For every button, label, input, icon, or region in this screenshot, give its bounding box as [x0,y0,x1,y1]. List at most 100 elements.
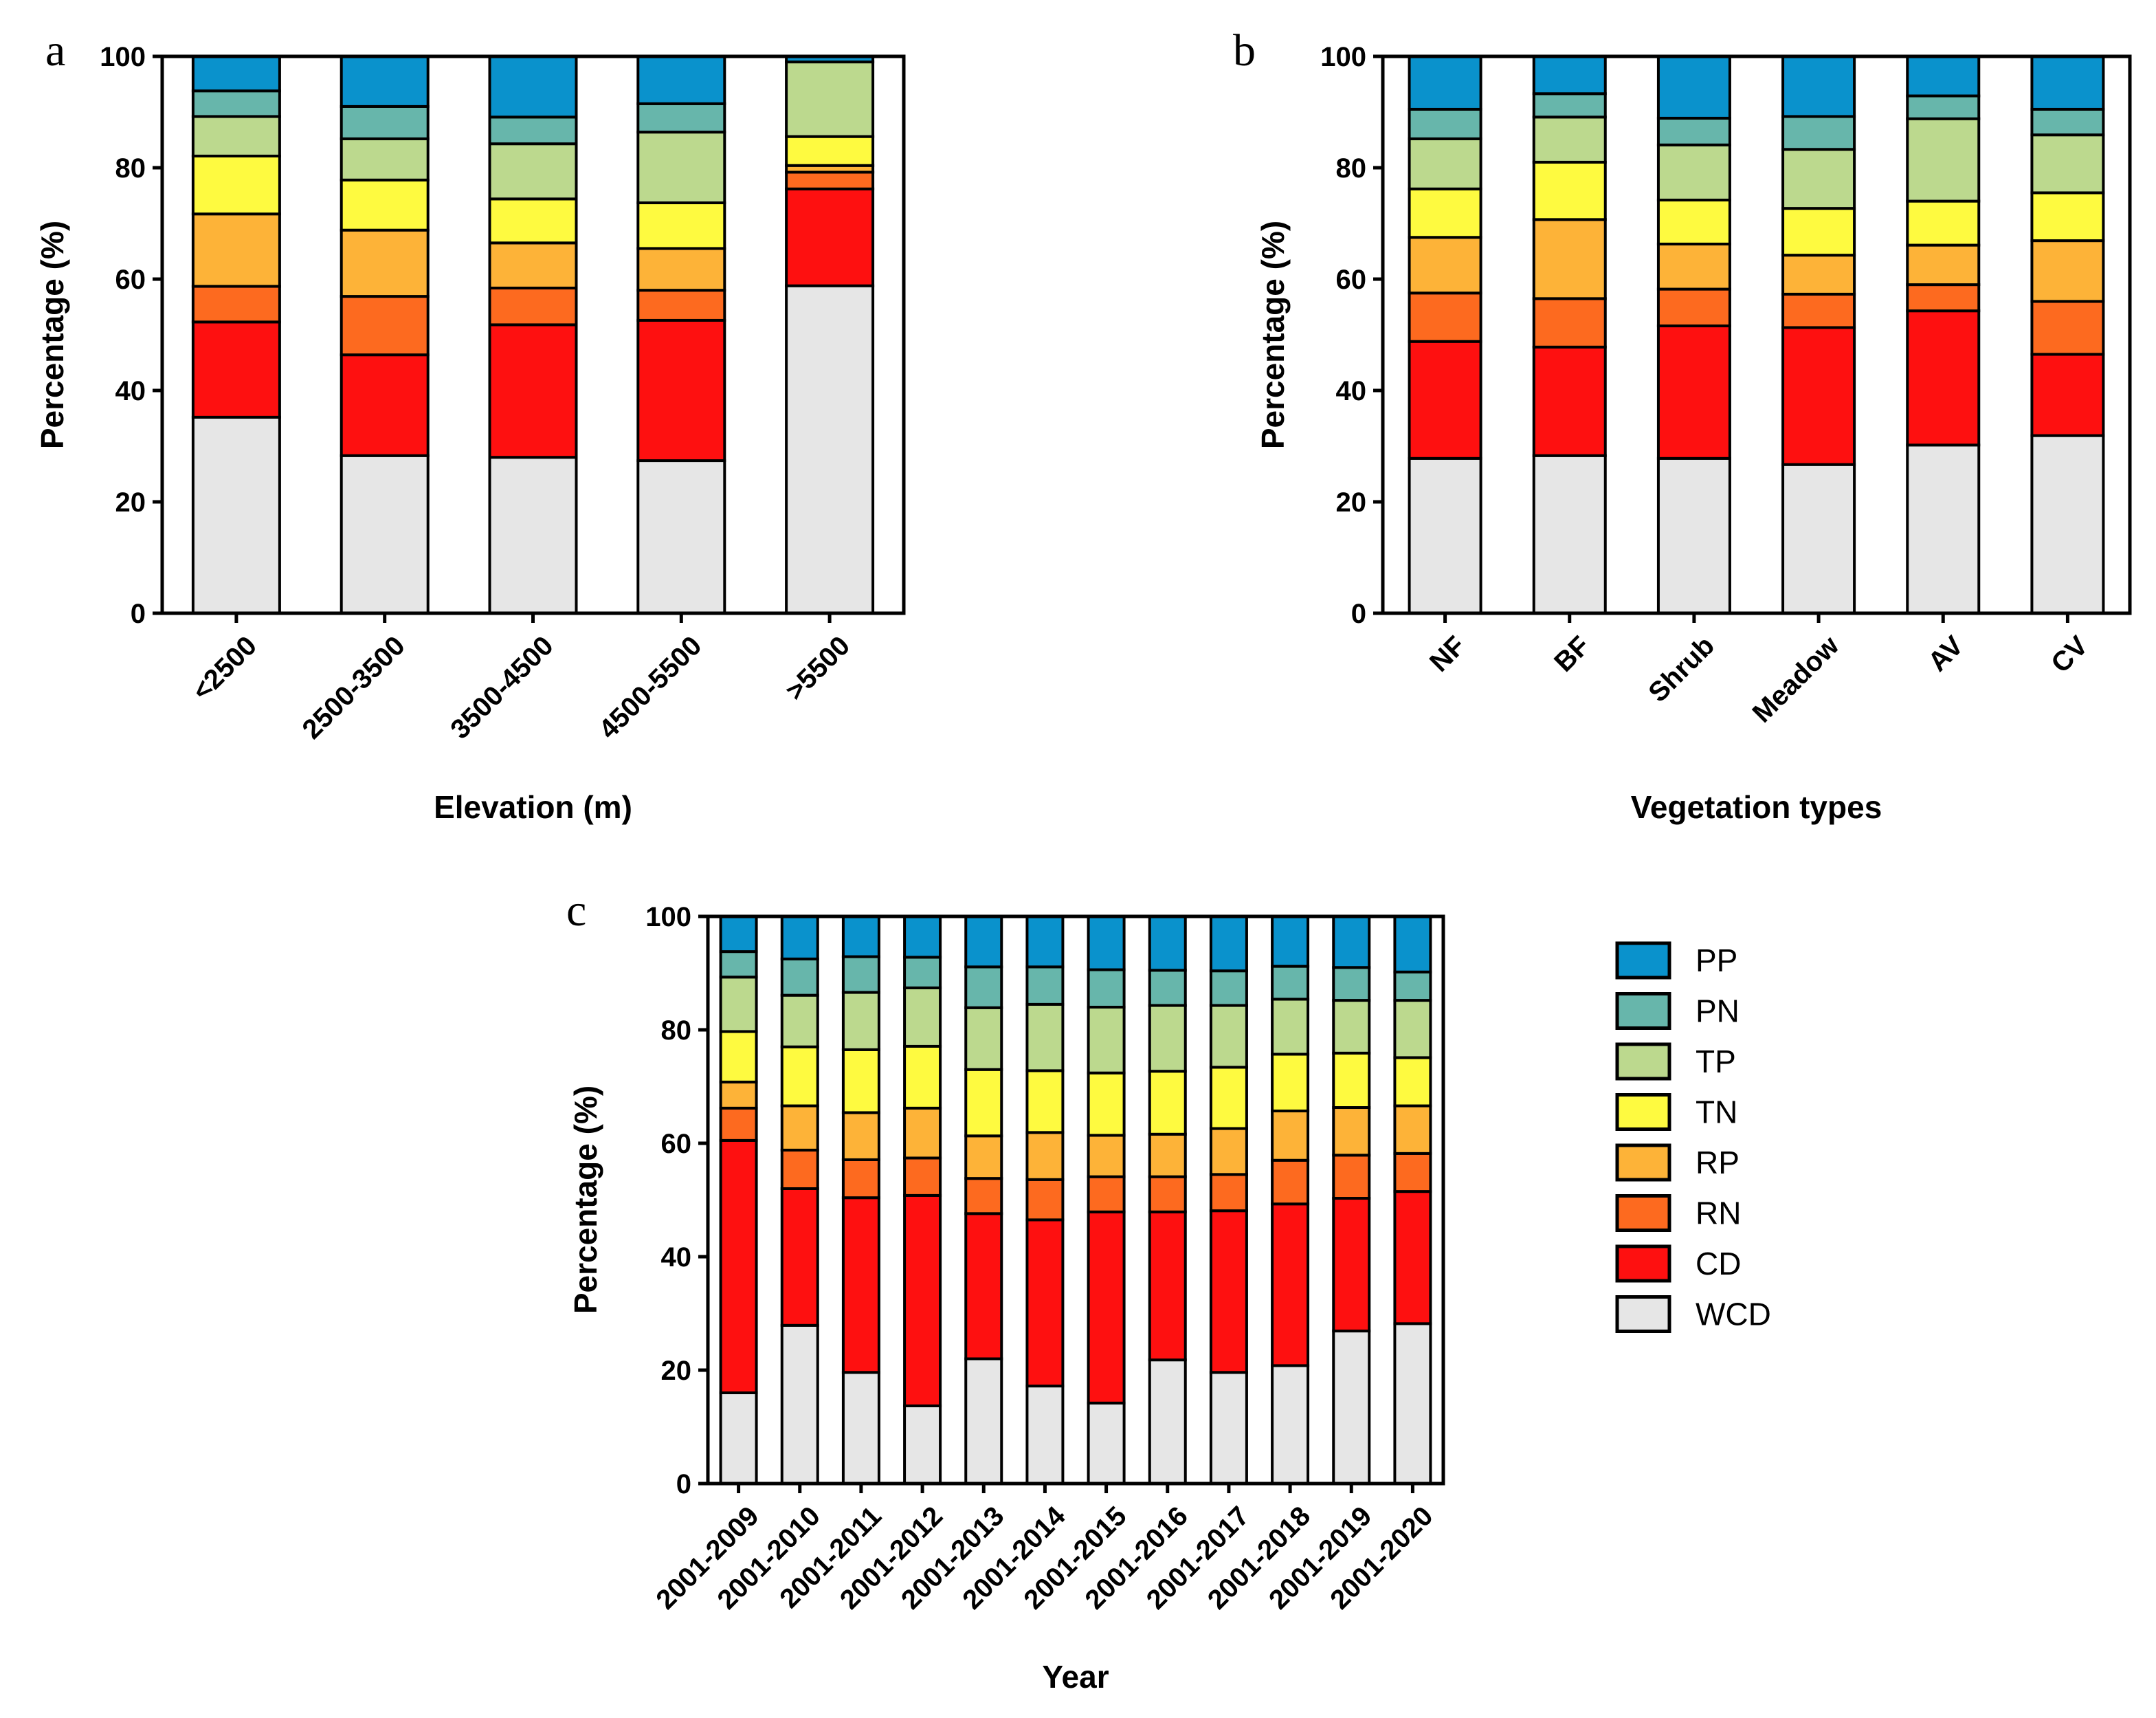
y-tick-label-b: 60 [1336,265,1367,295]
bar-c-2001-2012-cd [903,1193,942,1407]
bar-c-2001-2016-tp [1148,1004,1187,1073]
legend-label-rp: RP [1696,1145,1740,1180]
bar-a-2500-tp [191,115,281,157]
bar-c-2001-2011-tp [841,991,880,1051]
bar-c-2001-2016-rp [1148,1132,1187,1178]
bar-a-5500-tn [785,135,875,167]
bar-b-av-pp [1906,55,1981,98]
panel-a-letter: a [45,25,65,76]
bar-b-av-rn [1906,283,1981,313]
panel-c-chart: c0204060801002001-20092001-20102001-2011… [566,885,1445,1695]
bar-a-2500-3500-tn [340,178,430,232]
bar-c-2001-2020-wcd [1393,1322,1432,1485]
bar-b-bf-pn [1532,92,1607,119]
bar-a-4500-5500-tp [636,131,726,205]
bar-b-nf-tp [1408,137,1482,190]
bar-b-bf-wcd [1532,454,1607,615]
y-tick-label-a: 20 [115,487,146,518]
bar-b-cv-wcd [2030,434,2105,615]
bar-b-bf-tp [1532,115,1607,164]
y-tick-label-c: 100 [645,902,691,932]
panel-b-chart: b 0 20 40 60 80 100 NF BF Shrub Meadow AV CV Vegetati… [1233,25,2132,825]
legend-label-wcd: WCD [1696,1297,1771,1332]
bar-c-2001-2017-pp [1209,915,1248,973]
bar-c-2001-2016-cd [1148,1210,1187,1362]
bar-c-2001-2014-pn [1025,965,1065,1006]
bar-c-2001-2009-pp [719,915,758,954]
bar-b-cv-cd [2030,353,2105,437]
y-axis-title-a: Percentage (%) [34,221,70,449]
bar-c-2001-2012-rp [903,1106,942,1160]
bar-a-2500-3500-cd [340,353,430,457]
x-axis-title-b: Vegetation types [1631,789,1882,825]
bar-b-meadow-tp [1781,148,1856,210]
bar-b-av-tp [1906,117,1981,203]
bar-a-4500-5500-tn [636,201,726,250]
bar-c-2001-2012-rn [903,1156,942,1197]
bar-c-2001-2015-pp [1087,915,1126,971]
bar-c-2001-2013-pp [964,915,1003,969]
x-tick-label-a-2500: <2500 [187,630,263,707]
bar-a-2500-3500-wcd [340,454,430,615]
bar-a-3500-4500-wcd [488,456,578,615]
bar-a-2500-wcd [191,415,281,615]
bar-c-2001-2018-pn [1271,965,1310,1001]
bar-a-3500-4500-cd [488,323,578,459]
bar-a-3500-4500-rn [488,286,578,327]
bar-c-2001-2014-rp [1025,1131,1065,1181]
bar-c-2001-2013-pn [964,965,1003,1009]
y-tick-label-c: 40 [661,1242,692,1273]
bar-c-2001-2017-tp [1209,1004,1248,1069]
panel-a-chart: a 0 20 40 60 80 100 <2500 2500-3500 3500-4500 4500… [34,25,906,825]
bar-b-shrub-cd [1656,324,1731,460]
x-tick-label-a-3500-4500: 3500-4500 [445,630,559,745]
bar-c-2001-2018-rp [1271,1109,1310,1162]
legend-swatch-pp [1615,941,1671,980]
bar-c-2001-2020-pn [1393,970,1432,1002]
bar-c-2001-2011-rp [841,1111,880,1161]
bar-b-cv-pn [2030,107,2105,137]
bar-c-2001-2009-tp [719,976,758,1033]
bar-c-2001-2019-cd [1332,1197,1371,1333]
bar-a-3500-4500-tn [488,197,578,245]
legend-swatch-wcd [1615,1295,1671,1333]
bar-c-2001-2010-cd [780,1187,819,1327]
bar-c-2001-2010-rn [780,1148,819,1191]
legend-swatch-tn [1615,1093,1671,1131]
y-axis-title-b: Percentage (%) [1255,221,1291,449]
bar-b-nf-tn [1408,187,1482,239]
bar-c-2001-2019-wcd [1332,1330,1371,1485]
bar-b-cv-pp [2030,55,2105,111]
bar-c-2001-2014-tp [1025,1002,1065,1072]
bar-a-3500-4500-pn [488,115,578,146]
legend-label-cd: CD [1696,1246,1741,1281]
bar-c-2001-2017-rp [1209,1127,1248,1176]
bar-a-5500-wcd [785,284,875,615]
bar-b-bf-rp [1532,218,1607,300]
legend-swatch-rn [1615,1194,1671,1232]
bar-c-2001-2009-rn [719,1106,758,1142]
bar-c-2001-2016-rn [1148,1175,1187,1213]
bar-b-bf-rn [1532,297,1607,349]
bar-a-2500-pn [191,89,281,118]
bar-a-2500-3500-tp [340,137,430,181]
bar-b-av-pn [1906,94,1981,120]
bar-c-2001-2014-tn [1025,1069,1065,1134]
bar-a-2500-rp [191,212,281,288]
bar-c-2001-2020-tn [1393,1056,1432,1108]
bar-c-2001-2012-tp [903,986,942,1048]
x-tick-label-b-cv: CV [2045,630,2094,679]
bar-c-2001-2017-rn [1209,1173,1248,1213]
y-tick-label-b: 0 [1351,599,1366,629]
bar-c-2001-2017-pn [1209,969,1248,1007]
bar-c-2001-2015-tp [1087,1006,1126,1075]
bar-a-5500-tp [785,60,875,138]
y-axis-title-c: Percentage (%) [568,1086,603,1314]
panel-b-frame [1381,54,2132,615]
legend-swatch-pn [1615,992,1671,1030]
bar-c-2001-2019-rp [1332,1106,1371,1157]
bar-b-cv-tn [2030,191,2105,243]
bar-c-2001-2015-wcd [1087,1401,1126,1485]
bar-c-2001-2018-wcd [1271,1364,1310,1486]
bar-a-4500-5500-wcd [636,459,726,615]
